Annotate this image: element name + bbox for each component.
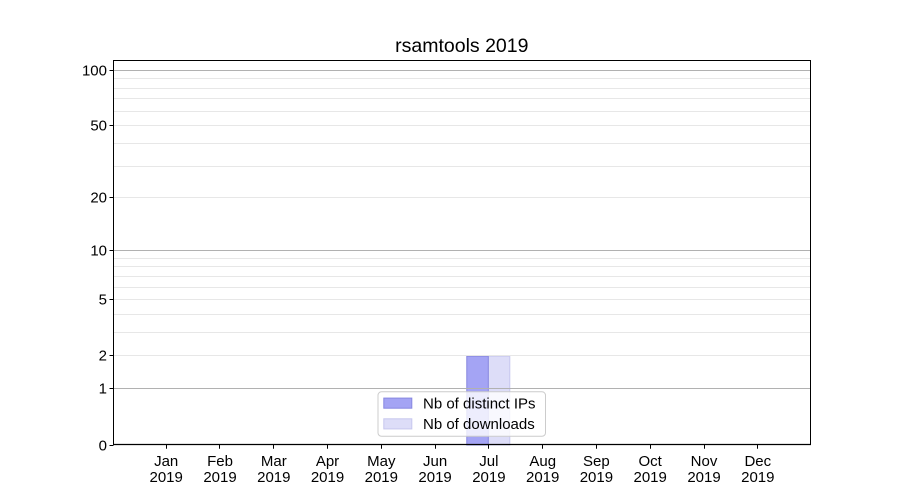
svg-text:Sep: Sep: [583, 453, 610, 470]
svg-text:50: 50: [90, 118, 107, 135]
svg-text:5: 5: [99, 292, 107, 309]
svg-text:2019: 2019: [418, 469, 451, 486]
svg-text:Oct: Oct: [639, 453, 663, 470]
svg-text:1: 1: [99, 381, 107, 398]
svg-text:2019: 2019: [150, 469, 183, 486]
svg-text:0: 0: [99, 438, 107, 455]
svg-text:Nb of distinct IPs: Nb of distinct IPs: [423, 395, 536, 412]
svg-text:2019: 2019: [741, 469, 774, 486]
svg-text:20: 20: [90, 190, 107, 207]
svg-text:Apr: Apr: [316, 453, 339, 470]
svg-text:rsamtools 2019: rsamtools 2019: [395, 35, 528, 57]
svg-text:2019: 2019: [472, 469, 505, 486]
svg-text:2019: 2019: [203, 469, 236, 486]
svg-text:May: May: [367, 453, 396, 470]
svg-text:2019: 2019: [526, 469, 559, 486]
svg-text:2019: 2019: [580, 469, 613, 486]
svg-text:2019: 2019: [311, 469, 344, 486]
svg-text:Jul: Jul: [479, 453, 498, 470]
svg-text:Mar: Mar: [261, 453, 287, 470]
svg-text:100: 100: [82, 63, 107, 80]
svg-text:Nb of downloads: Nb of downloads: [423, 416, 535, 433]
svg-text:2: 2: [99, 348, 107, 365]
svg-text:2019: 2019: [634, 469, 667, 486]
svg-text:Feb: Feb: [207, 453, 233, 470]
svg-text:2019: 2019: [687, 469, 720, 486]
svg-text:2019: 2019: [365, 469, 398, 486]
svg-text:Dec: Dec: [744, 453, 771, 470]
svg-text:Aug: Aug: [529, 453, 556, 470]
svg-text:10: 10: [90, 243, 107, 260]
svg-text:2019: 2019: [257, 469, 290, 486]
svg-text:Jan: Jan: [154, 453, 178, 470]
svg-text:Jun: Jun: [423, 453, 447, 470]
svg-text:Nov: Nov: [691, 453, 718, 470]
